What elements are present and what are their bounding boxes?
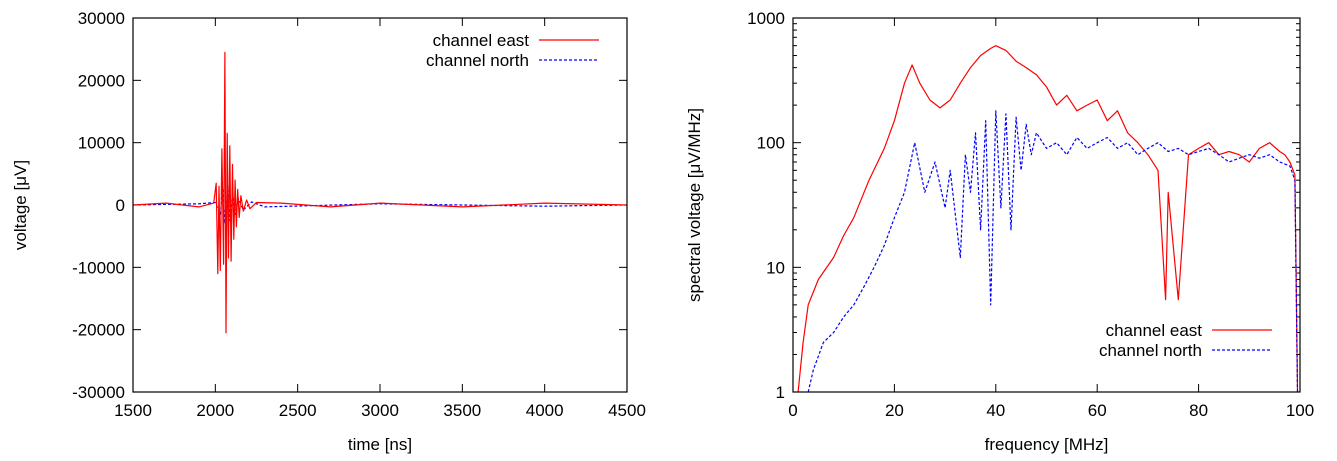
x-tick-label: 100 xyxy=(1286,401,1314,420)
x-tick-label: 1500 xyxy=(114,401,152,420)
series-line-east xyxy=(133,51,627,334)
x-tick-label: 4500 xyxy=(608,401,646,420)
y-tick-label: 10 xyxy=(766,258,785,277)
x-tick-label: 3500 xyxy=(443,401,481,420)
legend-label: channel north xyxy=(1099,341,1202,360)
y-axis-label: voltage [μV] xyxy=(11,160,30,250)
y-tick-label: -20000 xyxy=(72,321,125,340)
plot-frame xyxy=(132,17,628,393)
x-tick-label: 3000 xyxy=(361,401,399,420)
x-axis-label: frequency [MHz] xyxy=(985,435,1109,454)
series-group xyxy=(797,45,1299,392)
series-group xyxy=(133,51,627,334)
x-tick-label: 4000 xyxy=(526,401,564,420)
chart-2: 0 20 40 60 80 100 1 10 100 1000 channel eastchanne… xyxy=(685,9,1314,454)
y-tick-label: -30000 xyxy=(72,383,125,402)
x-tick-label: 60 xyxy=(1088,401,1107,420)
chart-1: 1500 2000 2500 3000 3500 4000 4500 -30000 -20000… xyxy=(11,9,646,454)
x-tick-label: 2000 xyxy=(196,401,234,420)
x-axis-label: time [ns] xyxy=(348,435,412,454)
legend-label: channel east xyxy=(433,31,530,50)
y-tick-label: 20000 xyxy=(78,71,125,90)
y-tick-label: 1 xyxy=(776,383,785,402)
x-tick-label: 40 xyxy=(986,401,1005,420)
y-tick-label: 0 xyxy=(116,196,125,215)
x-tick-label: 80 xyxy=(1189,401,1208,420)
y-tick-label: 100 xyxy=(757,134,785,153)
y-tick-label: 10000 xyxy=(78,134,125,153)
y-tick-label: 1000 xyxy=(747,9,785,28)
series-line-north xyxy=(807,110,1299,392)
x-tick-label: 0 xyxy=(788,401,797,420)
series-line-east xyxy=(797,45,1299,392)
legend-label: channel east xyxy=(1106,321,1203,340)
x-tick-label: 20 xyxy=(885,401,904,420)
y-tick-label: -10000 xyxy=(72,258,125,277)
plot-frame xyxy=(792,17,1301,393)
legend-label: channel north xyxy=(426,51,529,70)
y-axis-label: spectral voltage [μV/MHz] xyxy=(685,108,704,302)
x-tick-label: 2500 xyxy=(279,401,317,420)
y-tick-label: 30000 xyxy=(78,9,125,28)
